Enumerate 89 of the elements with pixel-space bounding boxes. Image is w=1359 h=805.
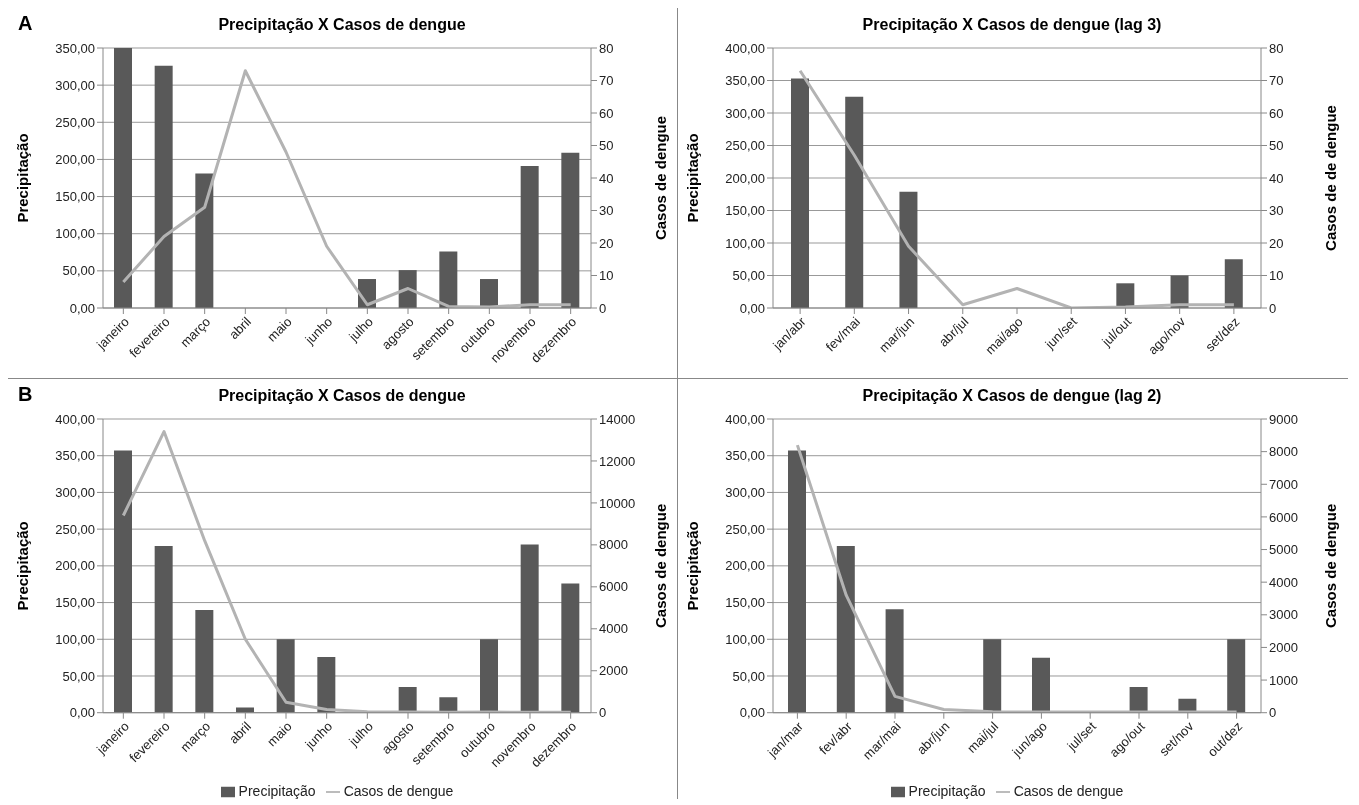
y-tick-label: 100,00	[55, 226, 95, 242]
y-tick-label: 0,00	[69, 705, 95, 721]
chart-title: Precipitação X Casos de dengue (lag 3)	[861, 15, 1163, 35]
y-axis-title: Precipitação	[14, 521, 32, 611]
y2-axis-title: Casos de dengue	[652, 503, 670, 628]
legend-label: Casos de dengue	[1013, 782, 1124, 799]
text: A	[18, 12, 33, 35]
y2-tick-label: 0	[599, 300, 607, 316]
y2-tick-label: 1000	[1269, 672, 1298, 688]
y2-tick-label: 50	[1269, 138, 1284, 154]
y-tick-label: 150,00	[55, 595, 95, 611]
y2-tick-label: 70	[599, 73, 614, 89]
y-tick-label: 200,00	[725, 558, 765, 574]
y2-tick-label: 3000	[1269, 607, 1298, 623]
y2-tick-label: 0	[1269, 705, 1277, 721]
y-tick-label: 300,00	[55, 485, 95, 501]
y-tick-label: 150,00	[725, 203, 765, 219]
y2-tick-label: 40	[1269, 170, 1284, 186]
y-axis-title: Precipitação	[14, 133, 32, 223]
y2-axis-title: Casos de dengue	[652, 115, 670, 241]
text: B	[18, 383, 33, 406]
y-tick-label: 0,00	[69, 300, 95, 316]
y-tick-label: 350,00	[55, 40, 95, 56]
chart-title: Precipitação X Casos de dengue	[218, 16, 466, 33]
y-tick-label: 100,00	[55, 631, 95, 647]
y2-tick-label: 80	[1269, 40, 1284, 56]
y2-tick-label: 10000	[599, 495, 636, 511]
y2-tick-label: 80	[599, 40, 614, 56]
y-tick-label: 400,00	[55, 411, 95, 427]
y2-tick-label: 2000	[599, 663, 628, 679]
legend-label: Precipitação	[908, 782, 986, 799]
y-tick-label: 100,00	[725, 235, 765, 251]
y2-tick-label: 70	[1269, 73, 1284, 89]
y2-axis-title: Casos de dengue	[1322, 503, 1340, 628]
y2-tick-label: 50	[599, 138, 614, 154]
y2-tick-label: 9000	[1269, 411, 1298, 427]
y2-tick-label: 12000	[599, 453, 636, 469]
y-tick-label: 150,00	[55, 189, 95, 205]
y2-tick-label: 30	[1269, 203, 1284, 219]
y-tick-label: 250,00	[725, 138, 765, 154]
y2-tick-label: 0	[599, 705, 607, 721]
y2-tick-label: 0	[1269, 300, 1277, 316]
y-tick-label: 300,00	[725, 485, 765, 501]
y2-axis-title: Casos de de dengue	[1322, 105, 1340, 251]
y-axis-title: Precipitação	[684, 521, 702, 611]
y2-tick-label: 8000	[599, 537, 628, 553]
y-tick-label: 50,00	[732, 668, 765, 684]
chart-title: Precipitação X Casos de dengue (lag 2)	[861, 386, 1163, 406]
y-tick-label: 250,00	[55, 114, 95, 130]
legend-label: Precipitação	[238, 782, 316, 799]
y2-tick-label: 7000	[1269, 476, 1298, 492]
y2-tick-label: 10	[1269, 268, 1284, 284]
y-axis-title: Precipitação	[684, 133, 702, 223]
y-tick-label: 200,00	[55, 152, 95, 168]
y-tick-label: 400,00	[725, 40, 765, 56]
chart-title: Precipitação X Casos de dengue	[218, 387, 466, 404]
y2-tick-label: 30	[599, 203, 614, 219]
y-tick-label: 200,00	[725, 170, 765, 186]
y-tick-label: 50,00	[62, 668, 95, 684]
y-tick-label: 250,00	[55, 521, 95, 537]
y-tick-label: 0,00	[739, 705, 765, 721]
y2-tick-label: 20	[599, 235, 614, 251]
y-tick-label: 150,00	[725, 595, 765, 611]
y2-tick-label: 6000	[599, 579, 628, 595]
y-tick-label: 300,00	[725, 105, 765, 121]
y-tick-label: 0,00	[739, 300, 765, 316]
y2-tick-label: 5000	[1269, 542, 1298, 558]
y-tick-label: 350,00	[725, 73, 765, 89]
y2-tick-label: 4000	[1269, 574, 1298, 590]
y-tick-label: 400,00	[725, 411, 765, 427]
legend-label: Casos de dengue	[343, 782, 454, 799]
y-tick-label: 50,00	[732, 268, 765, 284]
y-tick-label: 350,00	[725, 448, 765, 464]
y2-tick-label: 40	[599, 170, 614, 186]
y-tick-label: 50,00	[62, 263, 95, 279]
y2-tick-label: 2000	[1269, 640, 1298, 656]
y2-tick-label: 4000	[599, 621, 628, 637]
y2-tick-label: 8000	[1269, 444, 1298, 460]
y-tick-label: 350,00	[55, 448, 95, 464]
y2-tick-label: 6000	[1269, 509, 1298, 525]
y-tick-label: 100,00	[725, 631, 765, 647]
y2-tick-label: 60	[1269, 105, 1284, 121]
y2-tick-label: 10	[599, 268, 614, 284]
y-tick-label: 200,00	[55, 558, 95, 574]
y2-tick-label: 60	[599, 105, 614, 121]
y-tick-label: 300,00	[55, 77, 95, 93]
y2-tick-label: 20	[1269, 235, 1284, 251]
y-tick-label: 250,00	[725, 521, 765, 537]
y2-tick-label: 14000	[599, 411, 636, 427]
